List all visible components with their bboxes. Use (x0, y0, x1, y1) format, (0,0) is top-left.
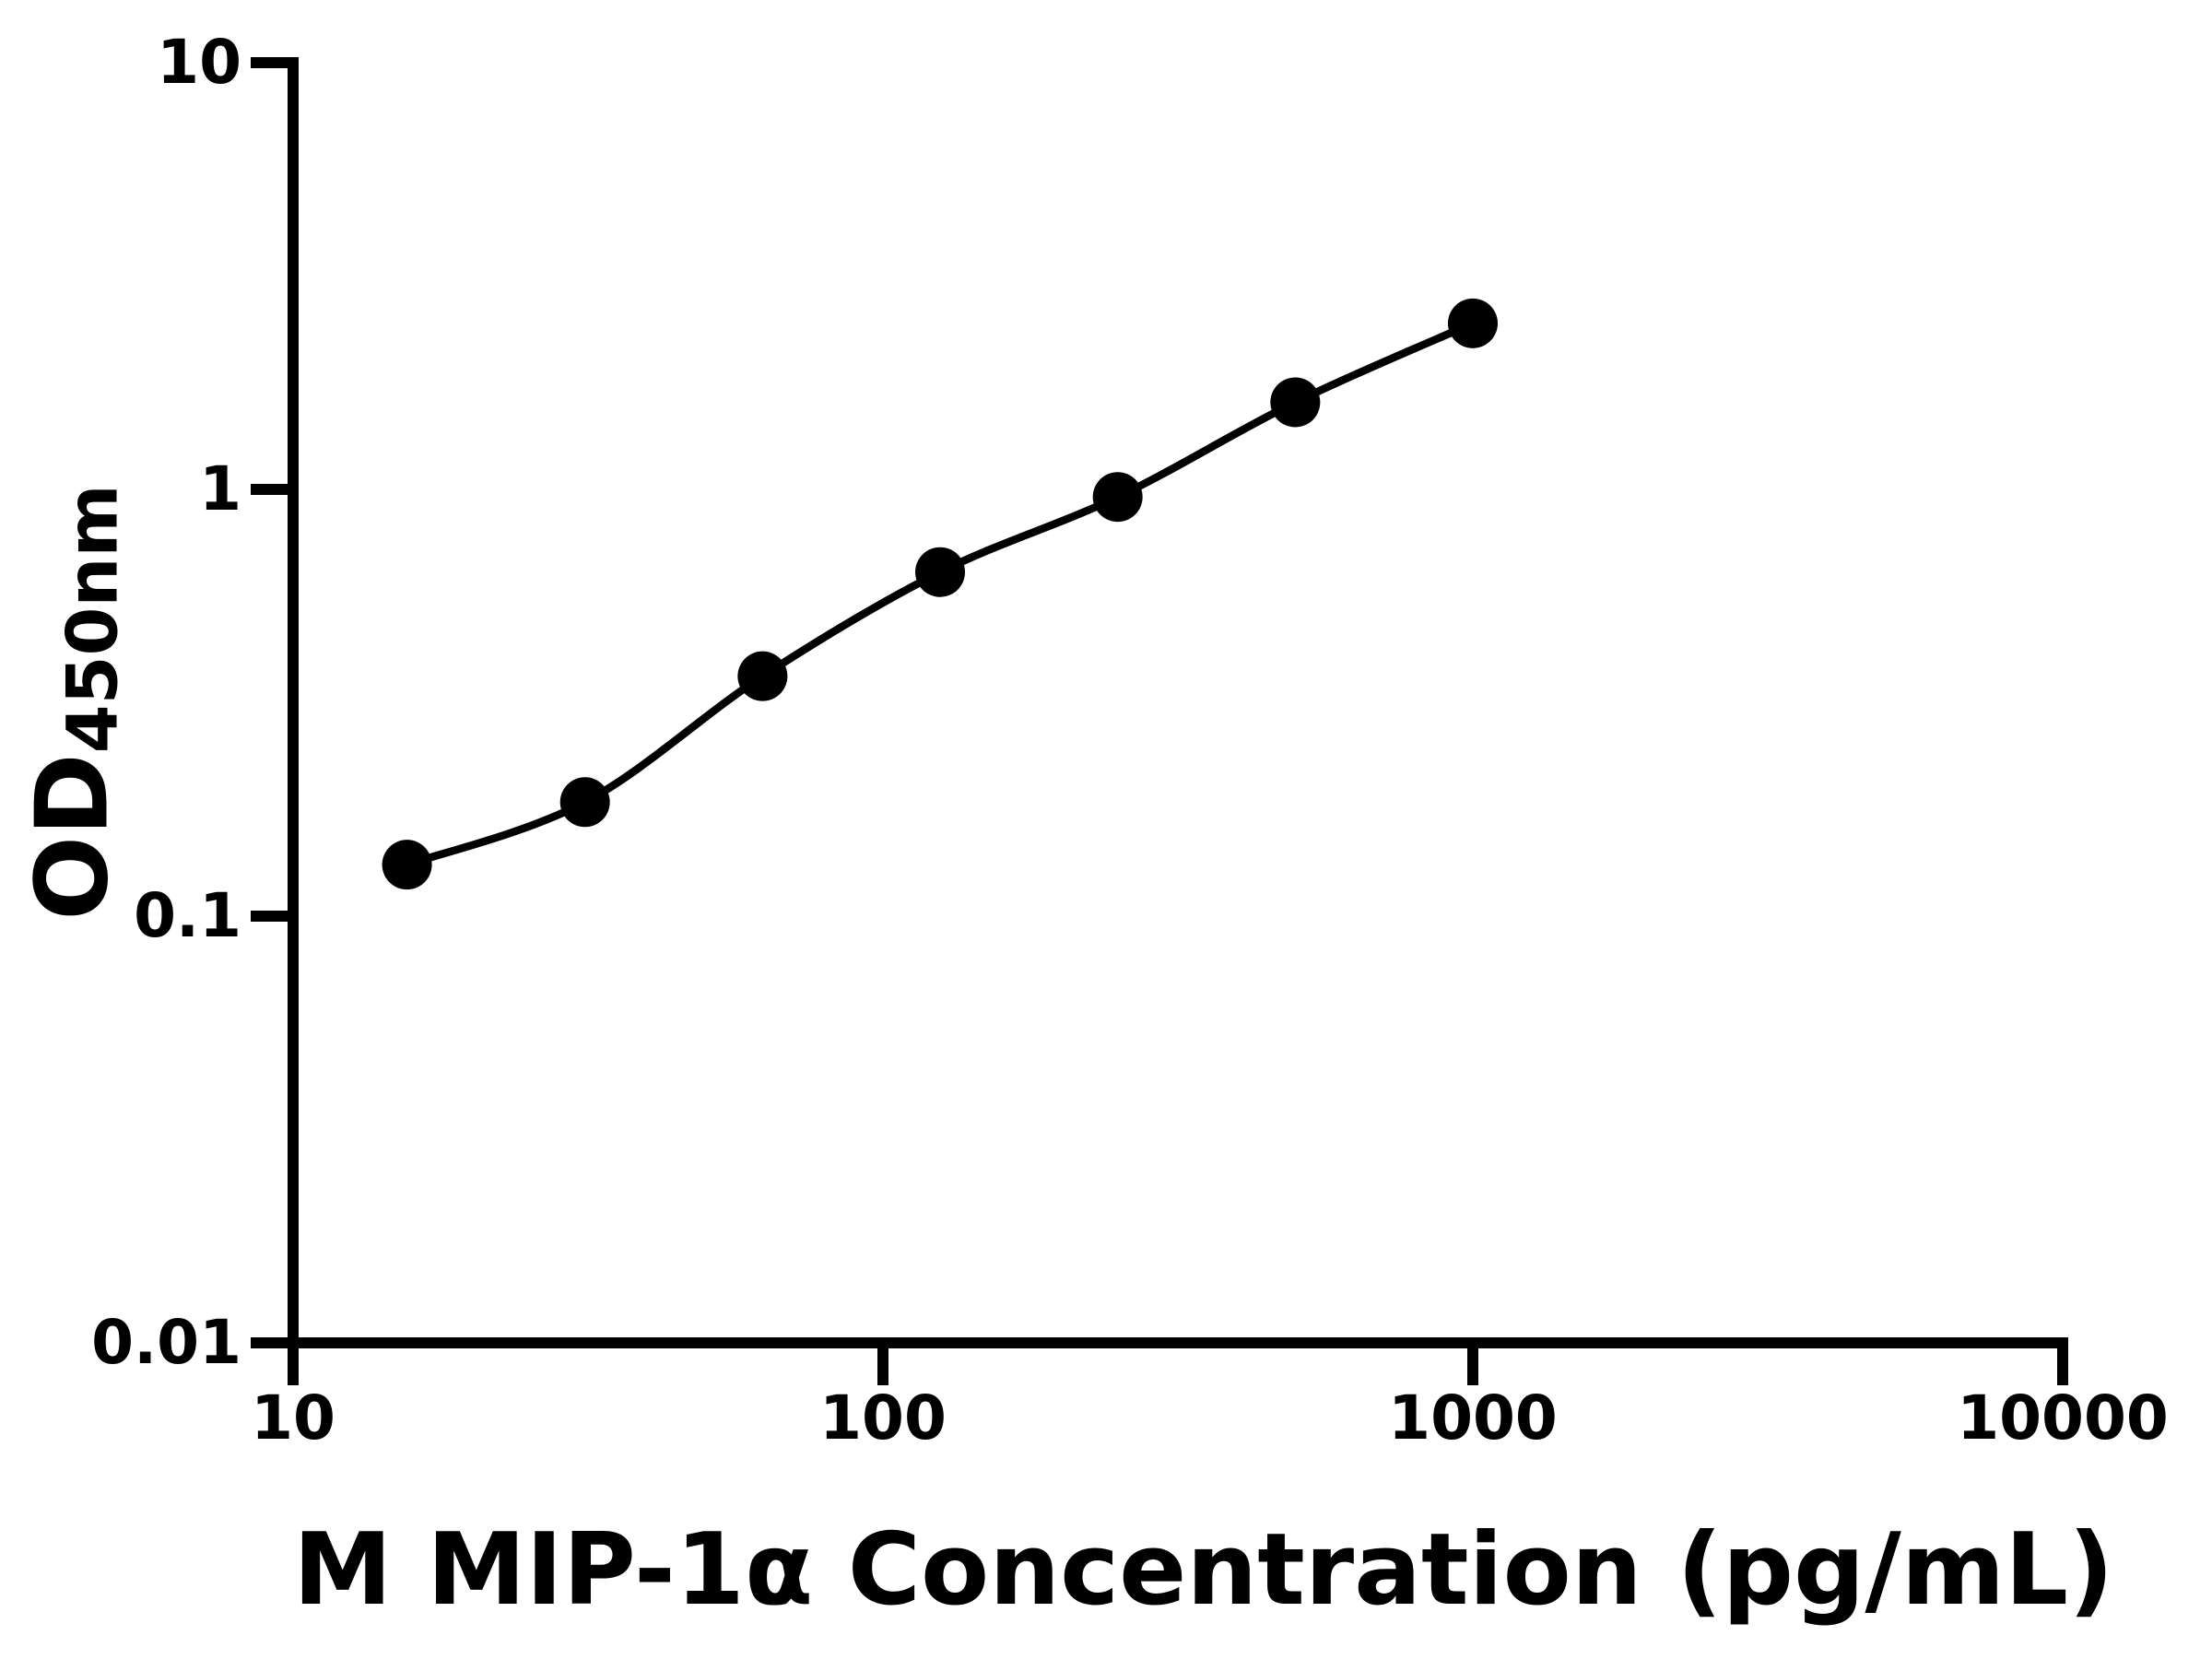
data-point-marker (915, 547, 966, 597)
data-point-marker (737, 651, 788, 701)
data-point-marker (1270, 377, 1321, 428)
y-axis-title-subscript: 450nm (51, 484, 134, 754)
x-tick-label: 10000 (1957, 1382, 2169, 1453)
data-point-marker (559, 777, 610, 828)
x-tick-label: 10 (251, 1382, 335, 1453)
y-axis-title: OD450nm (16, 484, 134, 920)
y-tick-label: 1 (199, 453, 241, 524)
x-tick-label: 1000 (1388, 1382, 1558, 1453)
data-point-marker (1448, 298, 1498, 348)
y-axis-title-main: OD (15, 753, 131, 921)
data-point-marker (382, 840, 432, 890)
x-tick-label: 100 (819, 1382, 947, 1453)
x-axis-title: M MIP-1α Concentration (pg/mL) (293, 1512, 2114, 1628)
y-tick-label: 0.01 (91, 1307, 241, 1378)
y-tick-label: 0.1 (134, 880, 241, 951)
y-tick-label: 10 (157, 27, 241, 98)
data-point-marker (1092, 472, 1143, 523)
